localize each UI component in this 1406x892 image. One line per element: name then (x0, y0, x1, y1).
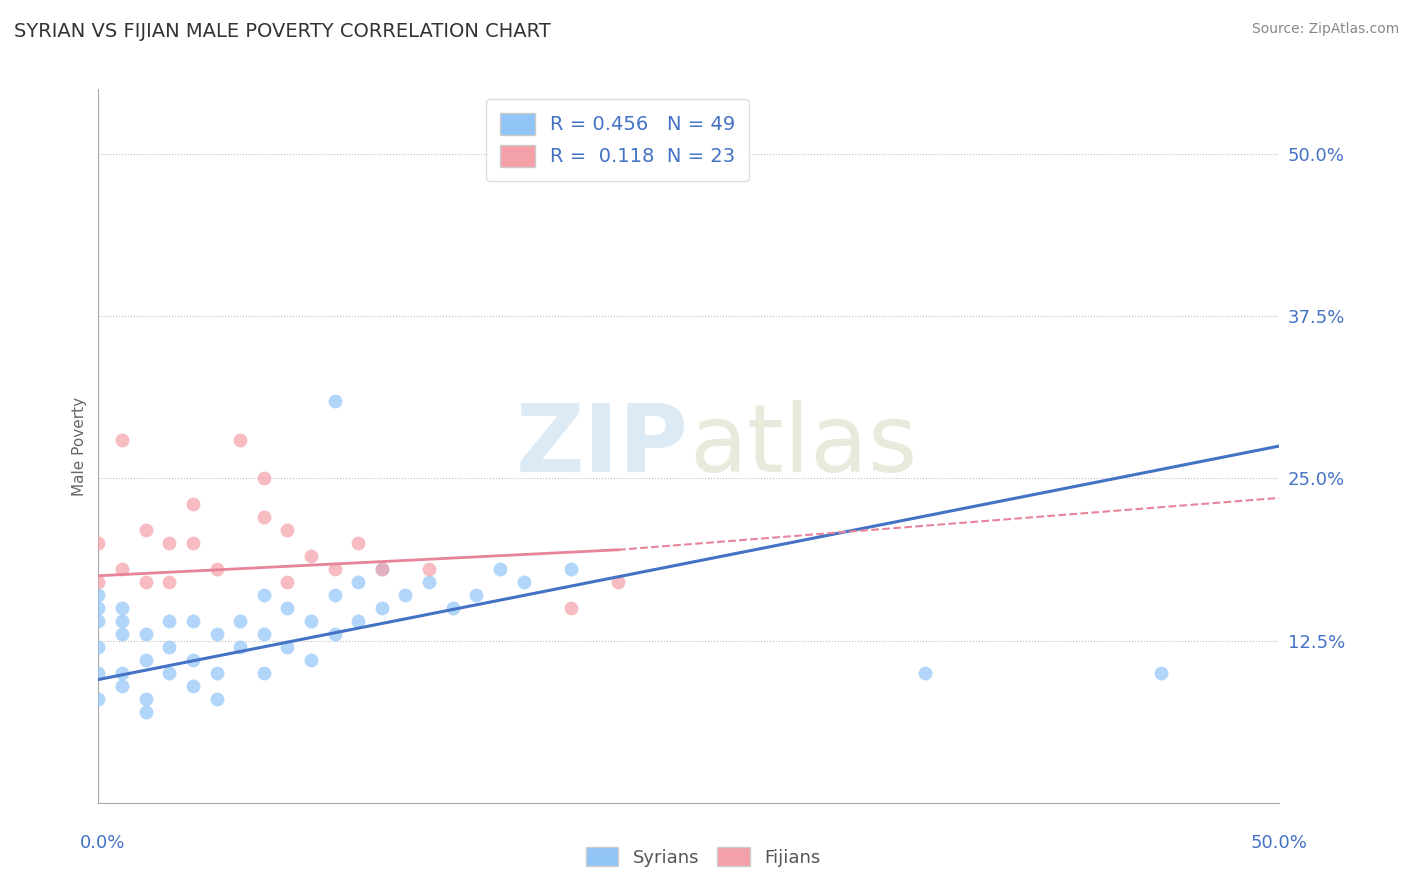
Text: atlas: atlas (689, 400, 917, 492)
Point (276, 575, 298, 590)
Point (323, 627, 346, 641)
Point (135, 524, 157, 538)
Point (111, 627, 134, 641)
Point (441, 601, 464, 615)
Point (607, 575, 630, 590)
Point (323, 393, 346, 408)
Point (111, 433, 134, 447)
Text: 50.0%: 50.0% (1251, 834, 1308, 852)
Point (111, 562, 134, 576)
Point (87, 666, 110, 681)
Point (157, 614, 180, 628)
Point (276, 601, 298, 615)
Point (323, 562, 346, 576)
Point (205, 627, 228, 641)
Point (111, 601, 134, 615)
Point (157, 666, 180, 681)
Point (111, 614, 134, 628)
Point (135, 705, 157, 719)
Point (347, 614, 370, 628)
Point (111, 679, 134, 693)
Point (181, 536, 204, 550)
Point (371, 562, 394, 576)
Point (253, 510, 276, 524)
Point (87, 640, 110, 654)
Point (135, 575, 157, 590)
Point (253, 627, 276, 641)
Point (418, 575, 440, 590)
Point (135, 692, 157, 706)
Point (299, 549, 322, 564)
Point (181, 679, 204, 693)
Point (299, 614, 322, 628)
Point (87, 575, 110, 590)
Point (229, 614, 252, 628)
Point (157, 536, 180, 550)
Point (135, 627, 157, 641)
Point (347, 575, 370, 590)
Text: ZIP: ZIP (516, 400, 689, 492)
Text: 0.0%: 0.0% (80, 834, 125, 852)
Legend: R = 0.456   N = 49, R =  0.118  N = 23: R = 0.456 N = 49, R = 0.118 N = 23 (486, 99, 749, 181)
Legend: Syrians, Fijians: Syrians, Fijians (578, 840, 828, 874)
Point (181, 653, 204, 667)
Point (87, 614, 110, 628)
Point (87, 601, 110, 615)
Point (87, 692, 110, 706)
Point (229, 433, 252, 447)
Point (489, 562, 512, 576)
Point (371, 562, 394, 576)
Point (276, 640, 298, 654)
Point (157, 575, 180, 590)
Point (560, 562, 582, 576)
Point (205, 666, 228, 681)
Point (253, 588, 276, 602)
Point (205, 562, 228, 576)
Point (87, 536, 110, 550)
Point (87, 588, 110, 602)
Point (371, 601, 394, 615)
Point (512, 575, 534, 590)
Point (914, 666, 936, 681)
Point (465, 588, 488, 602)
Y-axis label: Male Poverty: Male Poverty (72, 396, 87, 496)
Point (418, 562, 440, 576)
Point (157, 640, 180, 654)
Text: SYRIAN VS FIJIAN MALE POVERTY CORRELATION CHART: SYRIAN VS FIJIAN MALE POVERTY CORRELATIO… (14, 22, 551, 41)
Point (253, 666, 276, 681)
Point (394, 588, 416, 602)
Point (1150, 666, 1173, 681)
Point (560, 601, 582, 615)
Point (323, 588, 346, 602)
Point (299, 653, 322, 667)
Point (347, 536, 370, 550)
Point (276, 524, 298, 538)
Point (205, 692, 228, 706)
Text: Source: ZipAtlas.com: Source: ZipAtlas.com (1251, 22, 1399, 37)
Point (181, 497, 204, 511)
Point (253, 471, 276, 485)
Point (135, 653, 157, 667)
Point (229, 640, 252, 654)
Point (111, 666, 134, 681)
Point (181, 614, 204, 628)
